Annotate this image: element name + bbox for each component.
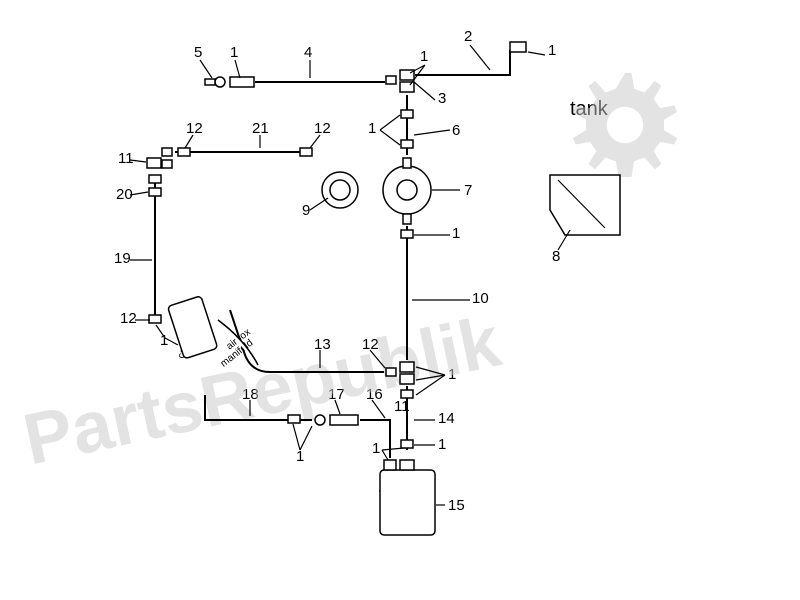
parts-diagram <box>0 0 800 600</box>
